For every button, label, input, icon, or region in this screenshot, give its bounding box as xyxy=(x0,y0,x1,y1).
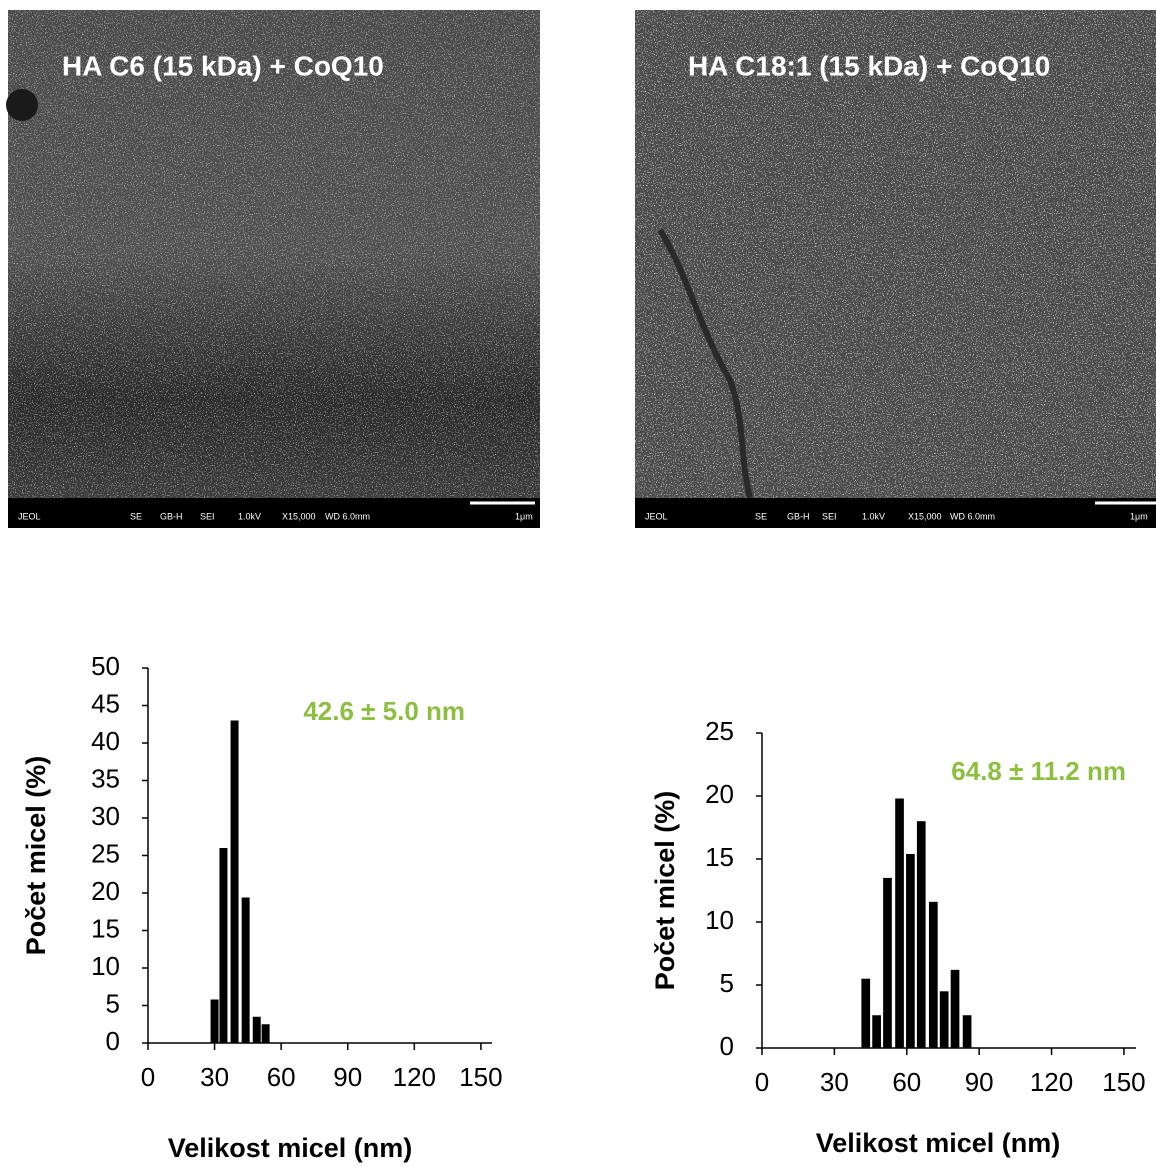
y-tick-label: 10 xyxy=(705,905,734,935)
image-info: JEOL xyxy=(18,511,41,521)
bar xyxy=(861,978,871,1048)
y-tick-label: 45 xyxy=(91,688,120,718)
image-title: HA C18:1 (15 kDa) + CoQ10 xyxy=(688,50,1050,81)
bar xyxy=(895,798,904,1048)
bar xyxy=(241,897,250,1043)
image-info: 1.0kV xyxy=(238,511,261,521)
image-info: 1μm xyxy=(1130,511,1148,521)
bar xyxy=(230,720,239,1043)
x-tick-label: 0 xyxy=(755,1067,769,1097)
y-tick-label: 0 xyxy=(720,1031,734,1061)
x-tick-label: 120 xyxy=(393,1062,436,1092)
bar xyxy=(962,1015,972,1048)
y-tick-label: 10 xyxy=(91,951,120,981)
y-tick-label: 35 xyxy=(91,763,120,793)
y-tick-label: 15 xyxy=(705,842,734,872)
bar xyxy=(219,848,228,1043)
y-tick-label: 25 xyxy=(91,838,120,868)
y-tick-label: 20 xyxy=(705,779,734,809)
x-tick-label: 60 xyxy=(267,1062,296,1092)
x-axis-label: Velikost micel (nm) xyxy=(816,1128,1061,1158)
image-info: WD 6.0mm xyxy=(325,511,370,521)
image-info: SEI xyxy=(200,511,215,521)
y-tick-label: 25 xyxy=(705,716,734,746)
sem-image: HA C6 (15 kDa) + CoQ10 xyxy=(6,10,540,528)
x-tick-label: 120 xyxy=(1030,1067,1073,1097)
x-tick-label: 30 xyxy=(200,1062,229,1092)
image-info: 1.0kV xyxy=(862,511,885,521)
y-tick-label: 30 xyxy=(91,801,120,831)
x-tick-label: 90 xyxy=(333,1062,362,1092)
image-info: SEI xyxy=(822,511,837,521)
image-info: WD 6.0mm xyxy=(950,511,995,521)
image-info: 1μm xyxy=(515,511,533,521)
bar xyxy=(883,877,892,1048)
bar xyxy=(261,1024,270,1043)
y-tick-label: 0 xyxy=(106,1026,120,1056)
bar xyxy=(939,991,949,1048)
y-tick-label: 20 xyxy=(91,876,120,906)
image-info: GB-H xyxy=(160,511,183,521)
y-tick-label: 50 xyxy=(91,651,120,681)
bar xyxy=(928,901,938,1048)
bar xyxy=(950,969,960,1048)
bar xyxy=(872,1015,881,1048)
sem-image: HA C18:1 (15 kDa) + CoQ10 xyxy=(635,10,1156,528)
image-info: X15,000 xyxy=(282,511,316,521)
x-tick-label: 60 xyxy=(892,1067,921,1097)
image-info: SE xyxy=(130,511,142,521)
y-axis-label: Počet micel (%) xyxy=(21,756,51,956)
y-tick-label: 15 xyxy=(91,913,120,943)
image-info: X15,000 xyxy=(908,511,942,521)
x-tick-label: 150 xyxy=(1102,1067,1145,1097)
x-axis-label: Velikost micel (nm) xyxy=(168,1133,413,1163)
image-title: HA C6 (15 kDa) + CoQ10 xyxy=(62,50,384,81)
image-info: GB-H xyxy=(787,511,810,521)
annotation: 42.6 ± 5.0 nm xyxy=(303,696,465,726)
x-tick-label: 90 xyxy=(965,1067,994,1097)
image-info: SE xyxy=(755,511,767,521)
y-tick-label: 40 xyxy=(91,726,120,756)
bar xyxy=(906,853,915,1048)
bar xyxy=(252,1016,261,1043)
x-tick-label: 0 xyxy=(141,1062,155,1092)
bar xyxy=(210,999,219,1043)
x-tick-label: 30 xyxy=(820,1067,849,1097)
y-tick-label: 5 xyxy=(106,988,120,1018)
annotation: 64.8 ± 11.2 nm xyxy=(951,756,1126,786)
y-tick-label: 5 xyxy=(720,968,734,998)
y-axis-label: Počet micel (%) xyxy=(650,791,680,991)
x-tick-label: 150 xyxy=(459,1062,502,1092)
image-info: JEOL xyxy=(645,511,668,521)
bar xyxy=(916,821,926,1048)
